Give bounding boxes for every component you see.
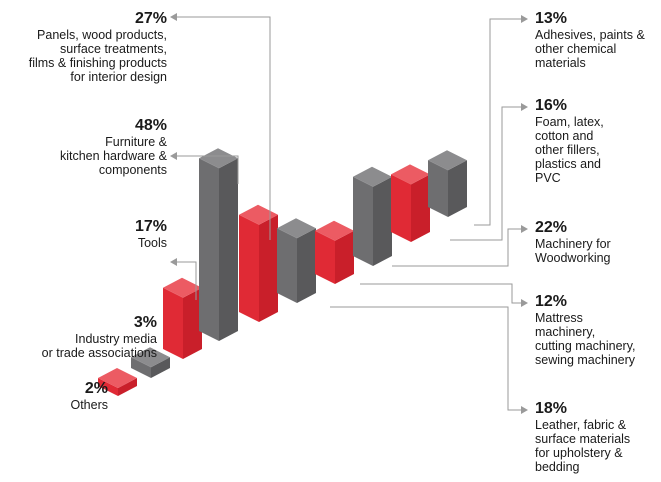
label-others: 2% Others xyxy=(70,380,108,412)
label-media-pct: 3% xyxy=(133,314,157,331)
bar-side-8 xyxy=(411,174,430,242)
bar-0 xyxy=(98,368,137,396)
bar-top-4 xyxy=(239,204,278,225)
bar-side-5 xyxy=(297,228,316,303)
label-adhesives-pct: 13% xyxy=(535,10,568,27)
label-panels: 27% Panels, wood products, surface treat… xyxy=(29,10,167,84)
label-foam-pct: 16% xyxy=(535,97,568,114)
bar-side-3 xyxy=(219,158,238,341)
connector-line-1 xyxy=(176,155,239,184)
bar-front-4 xyxy=(239,214,259,322)
connector-arrow-0 xyxy=(170,13,177,21)
bar-9 xyxy=(428,150,467,217)
connector-line-0 xyxy=(176,16,271,240)
label-panels-pct: 27% xyxy=(134,10,167,27)
label-others-pct: 2% xyxy=(84,380,108,397)
connector-arrow-7 xyxy=(521,406,528,414)
label-furniture: 48% Furniture & kitchen hardware & compo… xyxy=(60,117,167,177)
connector-line-6 xyxy=(360,283,522,304)
bar-5 xyxy=(277,218,316,303)
connector-arrow-4 xyxy=(521,103,528,111)
bar-front-7 xyxy=(353,176,373,266)
label-foam-desc: Foam, latex, cotton and other fillers, p… xyxy=(535,115,604,185)
bar-side-9 xyxy=(448,160,467,217)
bar-4 xyxy=(239,204,278,322)
bar-8 xyxy=(391,164,430,242)
label-mattress: 12% Mattress machinery, cutting machiner… xyxy=(535,293,636,367)
label-furniture-pct: 48% xyxy=(134,117,167,134)
bar-top-3 xyxy=(199,148,238,169)
label-media-desc: Industry media or trade associations xyxy=(41,332,157,360)
label-tools-desc: Tools xyxy=(137,236,167,250)
bar-top-8 xyxy=(391,164,430,185)
label-leather: 18% Leather, fabric & surface materials … xyxy=(535,400,630,474)
label-machinery-woodworking-pct: 22% xyxy=(535,219,568,236)
bar-front-3 xyxy=(199,158,219,341)
label-furniture-desc: Furniture & kitchen hardware & component… xyxy=(59,135,167,177)
bar-top-0 xyxy=(98,368,137,388)
bar-side-0 xyxy=(118,378,137,396)
label-foam: 16% Foam, latex, cotton and other filler… xyxy=(535,97,604,185)
label-tools-pct: 17% xyxy=(134,218,167,235)
bar-side-2 xyxy=(183,287,202,359)
connector-arrow-3 xyxy=(521,15,528,23)
bar-top-6 xyxy=(315,220,354,241)
bar-6 xyxy=(315,220,354,284)
label-panels-desc: Panels, wood products, surface treatment… xyxy=(28,28,167,84)
bar-front-1 xyxy=(131,357,151,378)
label-machinery-woodworking: 22% Machinery for Woodworking xyxy=(535,219,611,265)
connector-line-4 xyxy=(450,106,522,241)
connector-line-5 xyxy=(392,228,522,267)
bar-front-0 xyxy=(98,378,118,396)
label-leather-pct: 18% xyxy=(535,400,568,417)
label-adhesives-desc: Adhesives, paints & other chemical mater… xyxy=(535,28,645,70)
bar-side-4 xyxy=(259,214,278,322)
connector-line-3 xyxy=(474,18,522,226)
label-others-desc: Others xyxy=(70,398,108,412)
connector-arrow-2 xyxy=(170,258,177,266)
bar-front-6 xyxy=(315,230,335,284)
label-leather-desc: Leather, fabric & surface materials for … xyxy=(535,418,631,474)
bar-top-7 xyxy=(353,166,392,187)
connector-arrow-1 xyxy=(170,152,177,160)
bar-side-7 xyxy=(373,176,392,266)
bar-front-9 xyxy=(428,160,448,217)
bar-7 xyxy=(353,166,392,266)
bar-1 xyxy=(131,347,170,378)
label-media: 3% Industry media or trade associations xyxy=(42,314,157,360)
connector-arrow-5 xyxy=(521,225,528,233)
bar-side-1 xyxy=(151,357,170,378)
label-tools: 17% Tools xyxy=(135,218,167,250)
label-mattress-pct: 12% xyxy=(535,293,568,310)
label-mattress-desc: Mattress machinery, cutting machinery, s… xyxy=(535,311,636,367)
bar-front-8 xyxy=(391,174,411,242)
bar-front-2 xyxy=(163,287,183,359)
connector-line-2 xyxy=(176,261,197,300)
label-machinery-woodworking-desc: Machinery for Woodworking xyxy=(535,237,611,265)
bar-top-2 xyxy=(163,277,202,298)
bar-front-5 xyxy=(277,228,297,303)
connector-arrow-6 xyxy=(521,299,528,307)
connector-line-7 xyxy=(330,306,522,411)
bar-3 xyxy=(199,148,238,341)
bar-top-9 xyxy=(428,150,467,171)
label-adhesives: 13% Adhesives, paints & other chemical m… xyxy=(535,10,645,70)
bar-side-6 xyxy=(335,230,354,284)
bar-2 xyxy=(163,277,202,359)
bar-top-1 xyxy=(131,347,170,368)
bar-top-5 xyxy=(277,218,316,239)
